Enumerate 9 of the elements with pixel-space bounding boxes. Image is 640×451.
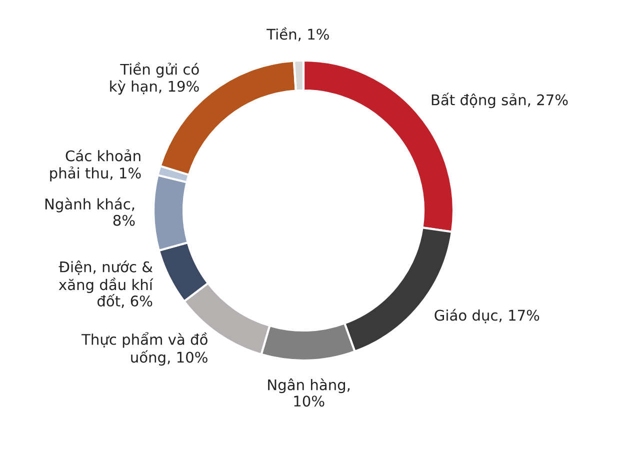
slice-label: Tiền, 1%	[266, 27, 329, 42]
slice-label: Tiền gửi có kỳ hạn, 19%	[110, 62, 199, 95]
slice-label: Điện, nước & xăng dầu khí đốt, 6%	[58, 260, 154, 308]
slice-label: Ngành khác, 8%	[45, 198, 135, 226]
slice-label: Các khoản phải thu, 1%	[50, 149, 141, 182]
slice-label: Giáo dục, 17%	[434, 308, 540, 324]
slice-label: Thực phẩm và đồ uống, 10%	[81, 332, 208, 366]
slice-label: Bất động sản, 27%	[432, 92, 568, 108]
slice-label: Ngân hàng, 10%	[268, 378, 350, 407]
